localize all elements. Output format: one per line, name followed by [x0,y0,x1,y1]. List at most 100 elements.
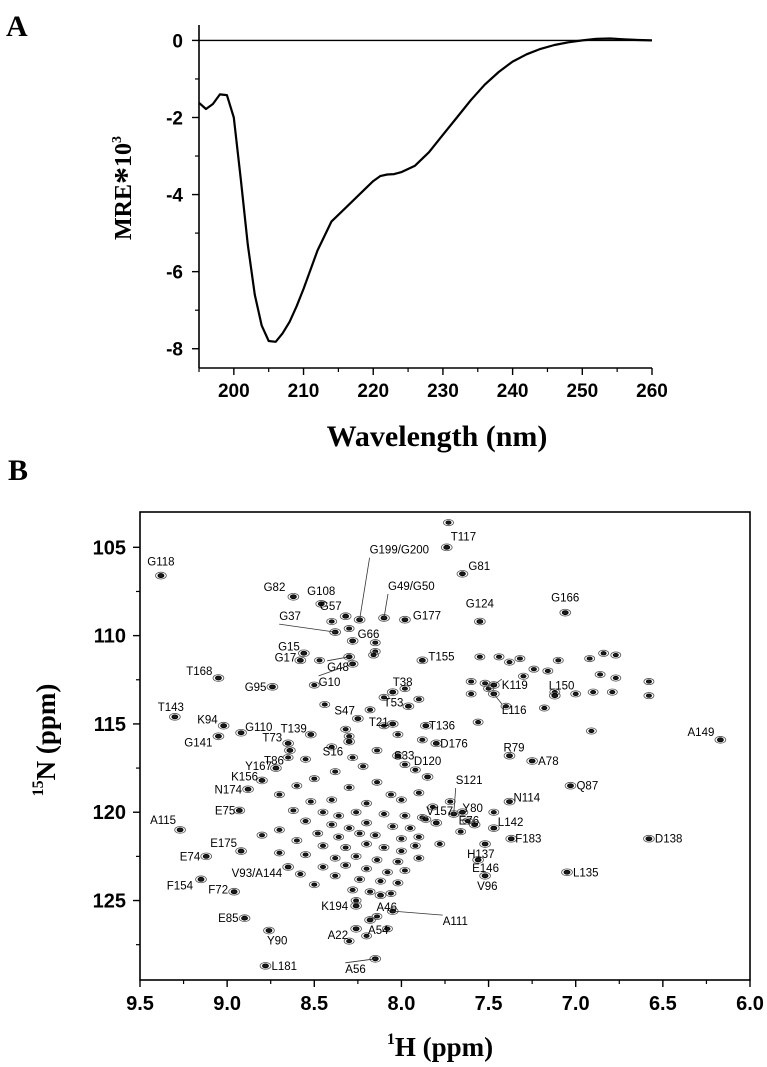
unassigned-peak [353,810,360,815]
unassigned-peak-outer-contour [404,824,416,832]
unassigned-peak-outer-contour [364,706,376,714]
unassigned-peak-outer-contour [333,812,345,820]
unassigned-peak [645,693,652,698]
assigned-peak [244,786,252,792]
peak-leader-line [327,656,350,662]
unassigned-peak [380,695,387,700]
unassigned-peak-outer-contour [378,844,390,852]
peak-label: F72 [208,885,228,897]
unassigned-peak [328,797,335,802]
unassigned-peak [367,889,374,894]
x-tick-label: 6.0 [736,993,764,1015]
unassigned-peak-outer-contour [347,753,359,761]
unassigned-peak-outer-contour [396,835,407,843]
assigned-peak-outer-contour [266,683,279,691]
peak-label: G110 [245,722,272,734]
unassigned-peak [475,720,482,725]
peak-label: G108 [307,586,335,598]
assigned-peak-outer-contour [440,543,453,552]
unassigned-peak-outer-contour [610,674,622,682]
unassigned-peak [394,859,401,864]
unassigned-peak-outer-contour [514,655,526,663]
unassigned-peak-outer-contour [317,863,329,871]
unassigned-peak [447,799,454,804]
unassigned-peak-outer-contour [361,865,372,873]
assigned-peak [171,714,179,720]
y-axis-title-15n: 15N (ppm) [30,684,61,797]
assigned-peak [354,716,362,722]
x-axis-title-main: H (ppm) [395,1032,493,1062]
peak-label: V93/A144 [232,868,283,880]
hsqc-peaks [155,519,727,970]
unassigned-peak [384,926,391,931]
unassigned-peak [363,801,370,806]
unassigned-peak-outer-contour [361,932,372,940]
assigned-peak [349,638,357,644]
unassigned-peak [482,681,489,686]
x-axis-title-wavelength: Wavelength (nm) [327,420,548,453]
unassigned-peak-outer-contour [455,828,467,836]
unassigned-peak-outer-contour [287,806,299,814]
unassigned-peak-outer-contour [416,736,428,744]
unassigned-peak [342,727,349,732]
unassigned-peak-outer-contour [294,870,306,878]
unassigned-peak-outer-contour [361,819,372,827]
unassigned-peak-outer-contour [371,856,383,864]
unassigned-peak-outer-contour [387,822,399,830]
assigned-peak [490,825,498,831]
assigned-peak [237,730,245,736]
unassigned-peak [314,831,321,836]
peak-label: T53 [384,697,404,709]
unassigned-peak [311,776,318,781]
unassigned-peak-outer-contour [340,861,352,869]
assigned-peak-outer-contour [343,737,355,746]
x-axis-title-isotope: 1 [387,1031,395,1048]
assigned-peak-outer-contour [472,856,484,864]
peak-label: N114 [513,793,540,805]
unassigned-peak [419,737,426,742]
assigned-peak-outer-contour [420,721,432,730]
y-tick-label: 125 [93,891,126,913]
assigned-peak [345,739,353,744]
unassigned-peak-outer-contour [326,743,338,751]
assigned-peak [474,857,482,863]
unassigned-peak [335,834,342,840]
peak-label: L181 [271,961,297,973]
peak-label: K119 [502,680,528,692]
unassigned-peak-outer-contour [413,695,425,703]
peak-label: D138 [655,834,683,846]
assigned-peak [296,657,304,663]
unassigned-peak [384,870,391,875]
assigned-peak [432,740,440,746]
peak-label: G141 [184,737,212,749]
assigned-peak-outer-contour [155,571,167,580]
peak-label: K156 [231,771,258,783]
unassigned-peak-outer-contour [382,925,393,933]
x-tick-label: 210 [288,381,320,402]
assigned-peak-outer-contour [474,617,486,626]
unassigned-peak [520,674,527,679]
assigned-peak-outer-contour [304,730,317,739]
peak-label: G118 [147,557,174,569]
panel-b-letter: B [8,454,28,487]
unassigned-peak-outer-contour [350,852,362,860]
peak-label: L135 [573,867,599,879]
cd-spectrum-ticks: 200 210 220 230 240 250 260 0 -2 -4 -6 -8 [166,31,668,402]
peak-label: F154 [167,880,194,892]
unassigned-peak [293,783,300,788]
unassigned-peak-outer-contour [340,725,352,733]
unassigned-peak [555,658,562,663]
unassigned-peak [258,833,265,838]
assigned-peak [377,892,384,898]
unassigned-peak-outer-contour [443,519,454,527]
unassigned-peak-outer-contour [413,854,425,862]
y-tick-label: -4 [166,186,183,207]
unassigned-peak-outer-contour [312,829,324,837]
unassigned-peak-outer-contour [354,875,366,883]
unassigned-peak [367,707,374,712]
y-tick-label: -6 [166,263,183,284]
unassigned-peak [398,836,405,841]
unassigned-peak-outer-contour [584,655,596,663]
x-tick-label: 9.5 [126,993,154,1015]
assigned-peak-outer-contour [714,736,727,744]
